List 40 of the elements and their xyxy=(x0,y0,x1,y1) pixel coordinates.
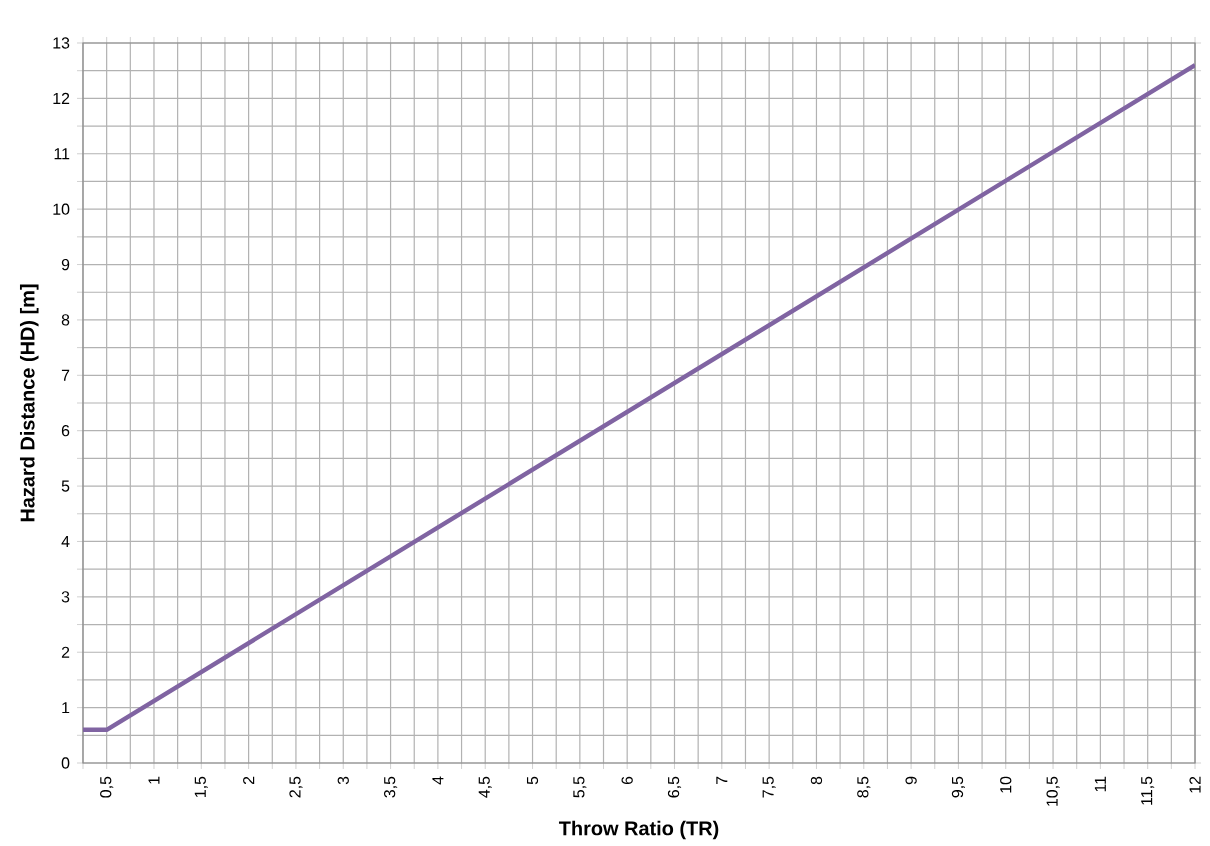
y-tick-label: 0 xyxy=(61,757,70,769)
y-tick-label: 10 xyxy=(53,203,70,215)
y-tick-label: 8 xyxy=(61,314,70,326)
x-tick-label: 8 xyxy=(810,776,823,785)
y-tick-label: 11 xyxy=(54,148,70,160)
y-tick-label: 6 xyxy=(61,425,70,437)
y-tick-label: 7 xyxy=(61,369,70,381)
x-tick-label: 5 xyxy=(526,776,539,785)
y-tick-label: 3 xyxy=(61,591,70,603)
x-tick-label: 9,5 xyxy=(951,776,965,798)
x-tick-label: 9 xyxy=(905,776,917,785)
x-tick-label: 12 xyxy=(1189,776,1201,793)
y-tick-label: 4 xyxy=(61,535,70,547)
x-tick-label: 1,5 xyxy=(194,776,208,797)
x-tick-label: 3 xyxy=(337,776,349,785)
y-tick-label: 12 xyxy=(53,92,70,104)
x-tick-label: 11 xyxy=(1094,776,1106,792)
x-tick-label: 2,5 xyxy=(289,776,303,798)
x-tick-label: 2 xyxy=(243,776,255,785)
x-tick-label: 5,5 xyxy=(573,776,587,798)
x-tick-label: 6,5 xyxy=(667,776,682,798)
x-tick-label: 10,5 xyxy=(1046,776,1060,806)
x-tick-label: 7,5 xyxy=(762,776,776,798)
y-tick-label: 2 xyxy=(61,646,70,658)
x-tick-label: 10 xyxy=(1000,776,1012,793)
x-tick-label: 0,5 xyxy=(100,776,114,798)
x-tick-label: 11,5 xyxy=(1141,776,1155,805)
x-tick-label: 4,5 xyxy=(478,776,492,798)
y-tick-label: 9 xyxy=(61,258,70,271)
x-tick-label: 3,5 xyxy=(384,776,398,798)
y-tick-label: 5 xyxy=(61,480,70,492)
y-tick-label: 13 xyxy=(53,37,70,49)
x-tick-label: 4 xyxy=(432,776,444,785)
x-tick-label: 8,5 xyxy=(857,776,871,798)
y-tick-label: 1 xyxy=(62,702,70,714)
x-tick-label: 6 xyxy=(621,776,633,785)
x-tick-label: 7 xyxy=(716,776,728,785)
x-tick-label: 1 xyxy=(148,776,160,784)
y-axis-title: Hazard Distance (HD) [m] xyxy=(19,284,39,522)
x-axis-title: Throw Ratio (TR) xyxy=(558,820,719,840)
